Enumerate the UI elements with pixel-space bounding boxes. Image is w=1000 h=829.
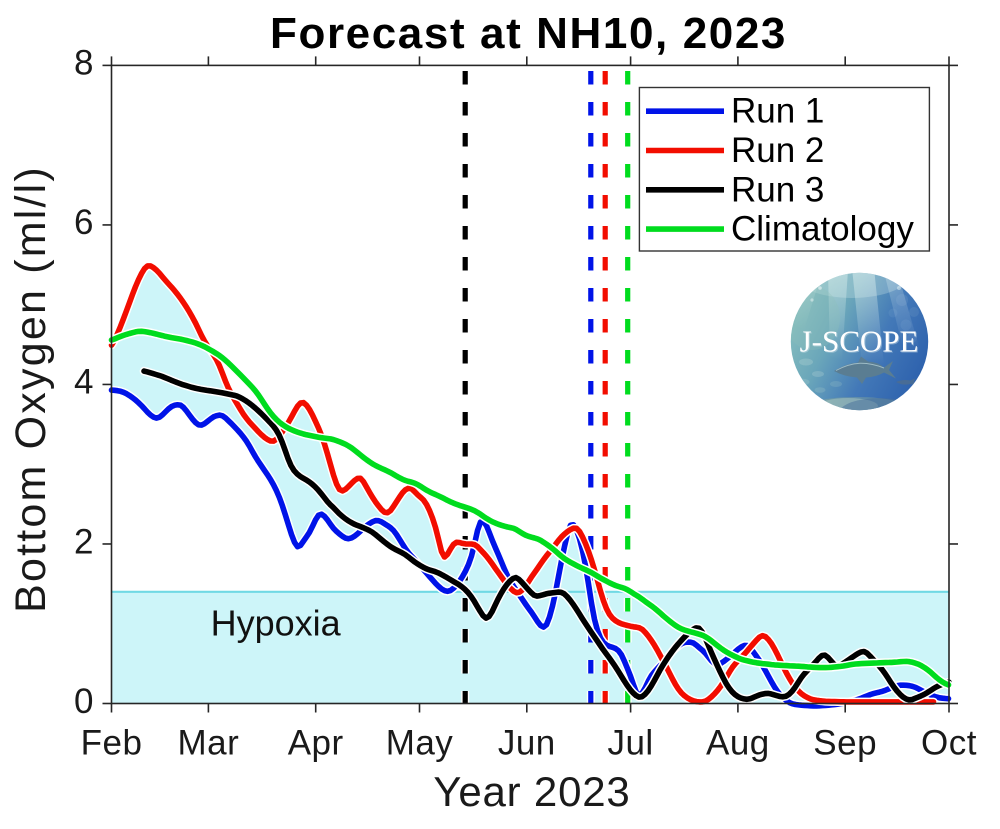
svg-text:Year 2023: Year 2023 bbox=[433, 768, 630, 815]
svg-text:2: 2 bbox=[74, 522, 94, 561]
svg-text:Run 2: Run 2 bbox=[731, 131, 824, 170]
svg-text:8: 8 bbox=[74, 44, 94, 83]
svg-text:Apr: Apr bbox=[288, 723, 344, 762]
svg-text:Climatology: Climatology bbox=[731, 210, 914, 249]
svg-text:4: 4 bbox=[74, 363, 94, 402]
svg-text:Oct: Oct bbox=[921, 723, 977, 762]
svg-text:Forecast at NH10, 2023: Forecast at NH10, 2023 bbox=[270, 9, 787, 58]
svg-text:J-SCOPE: J-SCOPE bbox=[800, 324, 919, 359]
svg-text:Jun: Jun bbox=[498, 723, 556, 762]
svg-text:0: 0 bbox=[74, 682, 94, 721]
svg-text:Mar: Mar bbox=[178, 723, 240, 762]
svg-text:Jul: Jul bbox=[607, 723, 653, 762]
svg-text:Bottom Oxygen (ml/l): Bottom Oxygen (ml/l) bbox=[7, 165, 55, 613]
svg-text:J-SCOPE: J-SCOPE bbox=[801, 325, 920, 360]
svg-text:Aug: Aug bbox=[706, 723, 770, 762]
svg-text:Run 1: Run 1 bbox=[731, 92, 824, 131]
svg-text:6: 6 bbox=[74, 203, 94, 242]
svg-text:Hypoxia: Hypoxia bbox=[211, 603, 342, 644]
svg-text:May: May bbox=[386, 723, 454, 762]
svg-text:Run 3: Run 3 bbox=[731, 170, 824, 209]
svg-text:Sep: Sep bbox=[813, 723, 877, 762]
svg-text:Feb: Feb bbox=[81, 723, 143, 762]
